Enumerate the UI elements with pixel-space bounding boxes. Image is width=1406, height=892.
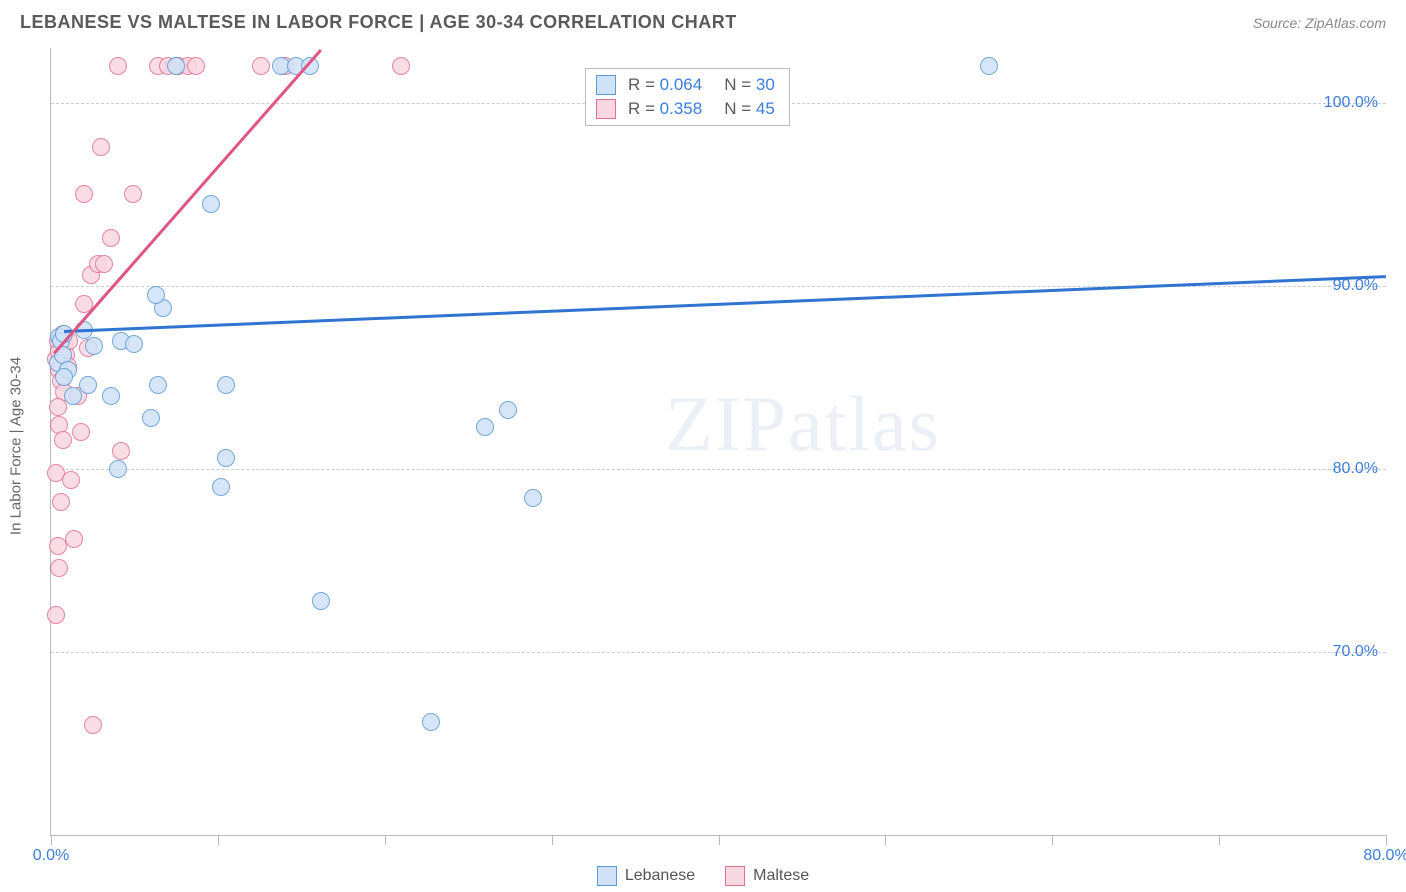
data-point-lebanese bbox=[980, 57, 998, 75]
data-point-maltese bbox=[392, 57, 410, 75]
x-tick bbox=[1386, 835, 1387, 845]
legend-swatch-lebanese bbox=[597, 866, 617, 886]
data-point-lebanese bbox=[85, 337, 103, 355]
legend-swatch-maltese bbox=[725, 866, 745, 886]
y-tick-label: 90.0% bbox=[1333, 277, 1378, 295]
x-tick bbox=[719, 835, 720, 845]
data-point-maltese bbox=[50, 559, 68, 577]
r-label: R = 0.064 bbox=[628, 75, 702, 95]
data-point-lebanese bbox=[167, 57, 185, 75]
data-point-maltese bbox=[252, 57, 270, 75]
stats-swatch-icon bbox=[596, 99, 616, 119]
data-point-lebanese bbox=[217, 449, 235, 467]
data-point-lebanese bbox=[499, 401, 517, 419]
data-point-lebanese bbox=[125, 335, 143, 353]
y-axis-title: In Labor Force | Age 30-34 bbox=[8, 357, 25, 535]
y-tick-label: 80.0% bbox=[1333, 460, 1378, 478]
data-point-maltese bbox=[95, 255, 113, 273]
data-point-maltese bbox=[47, 606, 65, 624]
legend-label-maltese: Maltese bbox=[753, 867, 809, 885]
data-point-lebanese bbox=[212, 478, 230, 496]
watermark: ZIPatlas bbox=[665, 379, 941, 469]
data-point-lebanese bbox=[55, 368, 73, 386]
data-point-lebanese bbox=[312, 592, 330, 610]
y-tick-label: 70.0% bbox=[1333, 643, 1378, 661]
data-point-maltese bbox=[112, 442, 130, 460]
x-tick bbox=[385, 835, 386, 845]
x-tick-label: 0.0% bbox=[33, 847, 69, 865]
stats-row-maltese: R = 0.358 N = 45 bbox=[596, 99, 775, 119]
data-point-maltese bbox=[65, 530, 83, 548]
data-point-maltese bbox=[187, 57, 205, 75]
gridline bbox=[51, 286, 1386, 287]
x-tick bbox=[552, 835, 553, 845]
data-point-lebanese bbox=[524, 489, 542, 507]
data-point-maltese bbox=[124, 185, 142, 203]
data-point-maltese bbox=[49, 537, 67, 555]
trend-line-maltese bbox=[53, 48, 322, 353]
data-point-lebanese bbox=[102, 387, 120, 405]
y-tick-label: 100.0% bbox=[1324, 94, 1378, 112]
stats-swatch-icon bbox=[596, 75, 616, 95]
data-point-maltese bbox=[92, 138, 110, 156]
source-attribution: Source: ZipAtlas.com bbox=[1253, 15, 1386, 31]
data-point-lebanese bbox=[476, 418, 494, 436]
data-point-lebanese bbox=[64, 387, 82, 405]
data-point-lebanese bbox=[202, 195, 220, 213]
x-tick bbox=[1219, 835, 1220, 845]
x-tick bbox=[218, 835, 219, 845]
data-point-maltese bbox=[62, 471, 80, 489]
x-tick bbox=[51, 835, 52, 845]
data-point-maltese bbox=[72, 423, 90, 441]
legend-item-maltese: Maltese bbox=[725, 866, 809, 886]
gridline bbox=[51, 652, 1386, 653]
data-point-lebanese bbox=[147, 286, 165, 304]
correlation-stats-box: R = 0.064 N = 30 R = 0.358 N = 45 bbox=[585, 68, 790, 126]
data-point-maltese bbox=[75, 185, 93, 203]
n-label: N = 45 bbox=[724, 99, 775, 119]
data-point-lebanese bbox=[149, 376, 167, 394]
legend-item-lebanese: Lebanese bbox=[597, 866, 695, 886]
r-label: R = 0.358 bbox=[628, 99, 702, 119]
x-tick bbox=[885, 835, 886, 845]
data-point-maltese bbox=[109, 57, 127, 75]
trend-line-lebanese bbox=[64, 275, 1386, 332]
data-point-lebanese bbox=[142, 409, 160, 427]
gridline bbox=[51, 469, 1386, 470]
data-point-maltese bbox=[54, 431, 72, 449]
chart-title: LEBANESE VS MALTESE IN LABOR FORCE | AGE… bbox=[20, 12, 737, 33]
x-tick bbox=[1052, 835, 1053, 845]
data-point-maltese bbox=[49, 398, 67, 416]
data-point-lebanese bbox=[79, 376, 97, 394]
data-point-maltese bbox=[102, 229, 120, 247]
n-label: N = 30 bbox=[724, 75, 775, 95]
legend: Lebanese Maltese bbox=[0, 866, 1406, 886]
data-point-maltese bbox=[52, 493, 70, 511]
data-point-lebanese bbox=[109, 460, 127, 478]
x-tick-label: 80.0% bbox=[1363, 847, 1406, 865]
data-point-lebanese bbox=[217, 376, 235, 394]
data-point-maltese bbox=[84, 716, 102, 734]
legend-label-lebanese: Lebanese bbox=[625, 867, 695, 885]
data-point-lebanese bbox=[422, 713, 440, 731]
chart-plot-area: 70.0%80.0%90.0%100.0%0.0%80.0%ZIPatlasR … bbox=[50, 48, 1386, 836]
stats-row-lebanese: R = 0.064 N = 30 bbox=[596, 75, 775, 95]
